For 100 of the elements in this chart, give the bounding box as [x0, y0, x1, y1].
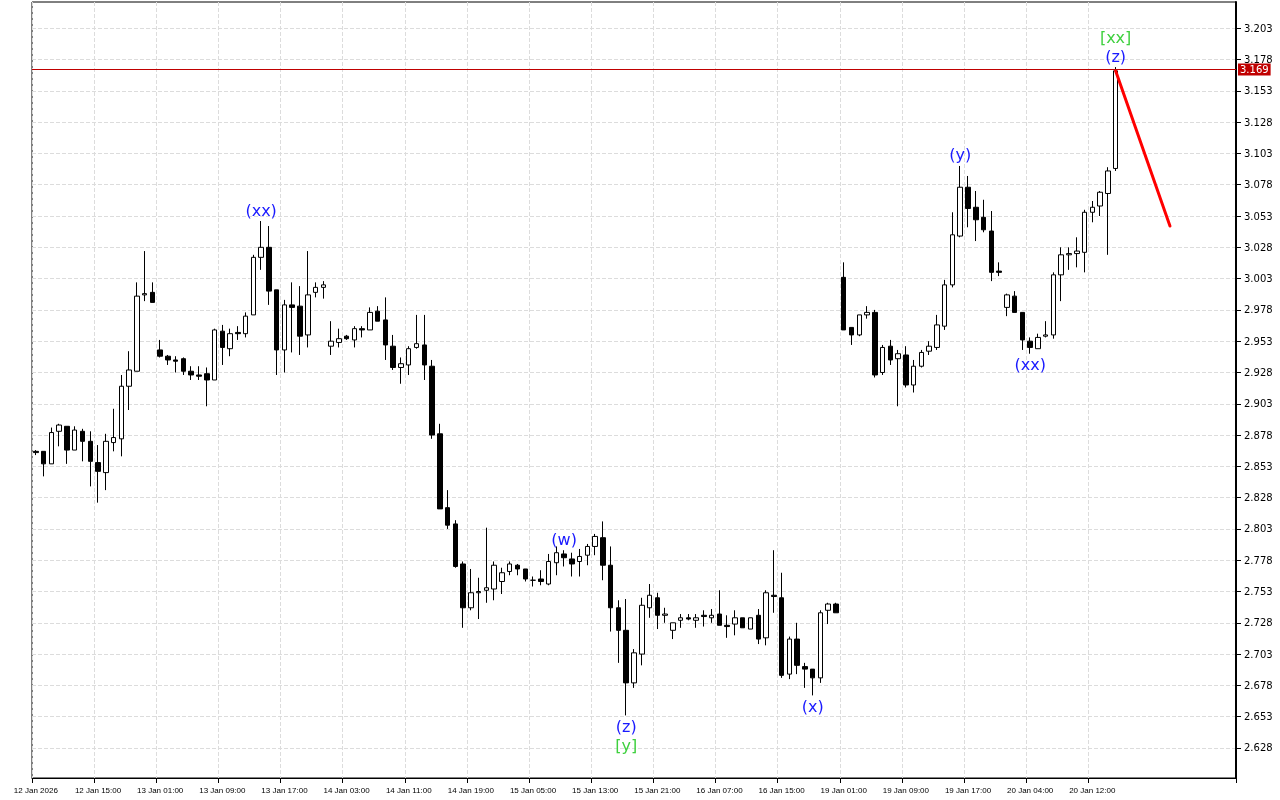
candlestick: [390, 334, 396, 371]
candlestick: [406, 345, 411, 376]
candlestick: [41, 450, 46, 477]
candlestick: [1027, 336, 1033, 355]
y-tick-label: 3.078: [1244, 179, 1273, 191]
candlestick: [352, 325, 357, 348]
candlestick: [1097, 190, 1103, 217]
candlestick: [150, 281, 155, 303]
candlestick: [585, 543, 590, 566]
candlestick: [157, 339, 163, 358]
candlestick: [499, 567, 505, 595]
candlestick: [274, 289, 279, 376]
candlestick: [1074, 236, 1080, 268]
y-tick-label: 2.853: [1244, 460, 1273, 472]
candlestick: [655, 592, 660, 630]
candlestick: [437, 423, 443, 510]
candlestick: [794, 622, 800, 675]
candlestick: [126, 350, 132, 411]
candlestick: [359, 325, 365, 338]
candlestick: [849, 326, 854, 346]
candlestick: [258, 220, 264, 271]
candlestick: [670, 622, 676, 640]
candlestick: [989, 210, 994, 282]
candlestick: [453, 519, 458, 569]
candlestick: [608, 545, 613, 633]
x-tick-label: 14 Jan 19:00: [447, 785, 495, 795]
candlestick: [72, 425, 77, 451]
candlestick: [569, 552, 575, 577]
annotation: (w): [551, 529, 577, 549]
y-tick-label: 2.728: [1244, 617, 1273, 629]
candlestick: [119, 374, 124, 457]
candlestick: [623, 598, 629, 716]
candlestick: [639, 597, 645, 666]
candlestick: [1066, 246, 1072, 271]
candlestick: [880, 344, 885, 376]
candlestick: [142, 250, 147, 302]
y-tick-label: 3.053: [1244, 210, 1273, 222]
x-tick-label: 13 Jan 17:00: [261, 785, 309, 795]
candlestick: [1051, 271, 1056, 340]
y-tick-label: 2.703: [1244, 648, 1273, 660]
candlestick: [662, 607, 668, 624]
y-tick-label: 2.978: [1244, 304, 1273, 316]
candlestick: [429, 359, 435, 440]
candlestick: [903, 345, 909, 388]
candlestick: [577, 548, 582, 577]
ref-line-label: 3.169: [1240, 64, 1269, 76]
candlestick: [756, 608, 761, 645]
candlestick: [872, 309, 878, 378]
candlestick: [95, 444, 101, 504]
candlestick: [538, 569, 544, 586]
candlestick: [787, 636, 792, 680]
y-tick-label: 3.178: [1244, 54, 1273, 66]
candlestick: [64, 425, 70, 465]
candlestick: [561, 549, 567, 567]
y-tick-label: 3.203: [1244, 22, 1273, 34]
candlestick: [1012, 290, 1017, 313]
candlestick: [103, 433, 109, 491]
candlestick: [1043, 320, 1048, 338]
candlestick: [266, 225, 272, 306]
x-tick-label: 20 Jan 04:00: [1007, 785, 1054, 795]
candlestick: [779, 572, 784, 679]
candlestick: [950, 211, 955, 288]
candlestick: [1035, 333, 1041, 350]
candlestick: [375, 305, 380, 322]
candlestick: [328, 320, 334, 356]
x-tick-label: 19 Jan 09:00: [882, 785, 930, 795]
candlestick: [181, 356, 186, 376]
candlestick: [1082, 209, 1087, 273]
candlestick: [919, 349, 924, 368]
x-tick-label: 15 Jan 05:00: [509, 785, 557, 795]
y-tick-label: 2.903: [1244, 398, 1273, 410]
y-tick-label: 2.753: [1244, 586, 1273, 598]
annotation: (x): [801, 696, 824, 716]
candlestick: [600, 520, 606, 581]
annotation: (z): [1105, 46, 1127, 66]
candlestick: [1058, 246, 1064, 302]
candlestick: [336, 328, 342, 348]
candlestick: [282, 299, 287, 373]
candlestick: [56, 423, 62, 447]
candlestick: [88, 430, 93, 487]
candlestick: [220, 324, 225, 366]
candlestick: [631, 648, 637, 689]
annotation: (xx): [245, 200, 277, 220]
candlestick: [1004, 293, 1010, 317]
candlestick: [973, 190, 979, 242]
candlestick: [313, 281, 318, 298]
candlestick: [530, 575, 536, 587]
candlestick: [414, 314, 419, 350]
candlestick: [398, 356, 404, 385]
candlestick: [981, 199, 986, 233]
candlestick: [165, 354, 171, 366]
x-tick-label: 20 Jan 12:00: [1069, 785, 1116, 795]
candlestick: [297, 285, 303, 356]
candlestick: [825, 602, 831, 625]
candlestick: [701, 609, 707, 628]
y-tick-label: 3.103: [1244, 147, 1273, 159]
x-tick-label: 15 Jan 13:00: [572, 785, 619, 795]
candlestick: [468, 568, 474, 611]
y-tick-label: 2.953: [1244, 335, 1273, 347]
annotation: [y]: [615, 735, 638, 755]
